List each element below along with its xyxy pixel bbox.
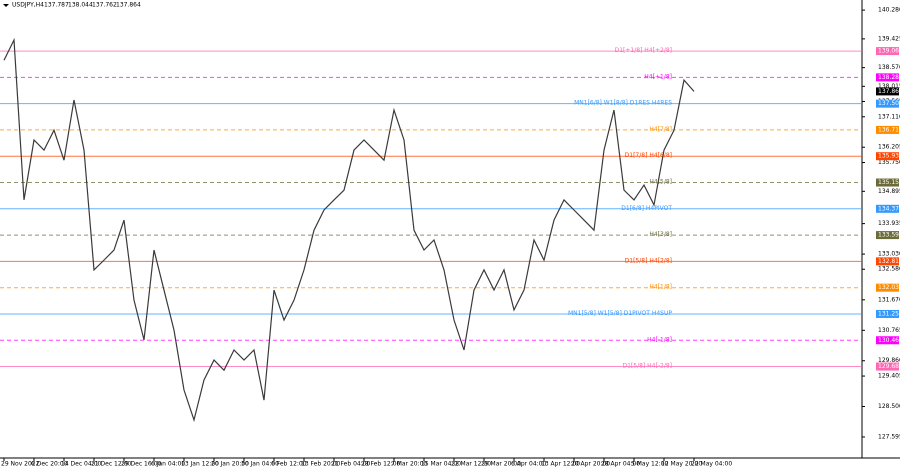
level-price-box <box>876 178 899 187</box>
y-tick-label: 133.030 <box>878 251 900 258</box>
level-label: H4[-1/8] <box>647 336 672 343</box>
x-tick-label: 5 May 12:00 <box>631 461 669 468</box>
level-label: H4[+1/8] <box>644 73 672 80</box>
level-label: D1[5/8] H4[-2/8] <box>622 363 672 370</box>
level-label: D1[6/8] H4PIVOT <box>621 205 672 212</box>
level-label: H4[1/8] <box>649 284 672 291</box>
level-price-label: 132.031 <box>878 284 900 291</box>
level-label: MN1[6/8] W1[8/8] D1RES H4RES <box>574 100 672 107</box>
ohlc-values: 137.787 138.044 137.762 137.864 <box>44 2 141 9</box>
level-price-label: 137.500 <box>878 100 900 107</box>
x-tick-label: 30 Jan 04:00 <box>241 461 279 468</box>
x-tick-label: 21 Dec 12:00 <box>91 461 132 468</box>
x-tick-label: 6 Feb 12:00 <box>271 461 307 468</box>
x-tick-label: 22 Mar 12:00 <box>451 461 491 468</box>
level-price-label: 135.156 <box>878 179 900 186</box>
level-label: H4[5/8] <box>649 179 672 186</box>
level-price-box <box>876 125 899 134</box>
ohlc-value: 138.044 <box>68 2 93 9</box>
y-tick-label: 138.015 <box>878 83 900 90</box>
x-tick-label: 29 Dec 16:00 <box>121 461 162 468</box>
x-tick-label: 6 Dec 20:00 <box>31 461 68 468</box>
y-tick-label: 136.205 <box>878 144 900 151</box>
y-tick-label: 128.500 <box>878 403 900 410</box>
x-tick-label: 13 Feb 20:00 <box>301 461 341 468</box>
x-tick-label: 28 Feb 12:00 <box>361 461 401 468</box>
x-tick-label: 20 Jan 20:00 <box>211 461 249 468</box>
level-label: H4[3/8] <box>649 231 672 238</box>
x-tick-label: 6 Jan 04:00 <box>151 461 185 468</box>
x-tick-label: 15 Mar 04:00 <box>421 461 461 468</box>
level-price-box <box>876 47 899 56</box>
y-tick-label: 130.765 <box>878 327 900 334</box>
level-price-label: 133.594 <box>878 232 900 239</box>
x-tick-label: 7 Mar 20:00 <box>391 461 427 468</box>
level-price-label: 134.375 <box>878 205 900 212</box>
y-tick-label: 140.280 <box>878 7 900 14</box>
chart-title: USDJPY,H4 <box>12 2 44 9</box>
level-price-label: 139.062 <box>878 48 900 55</box>
y-tick-label: 133.935 <box>878 220 900 227</box>
y-tick-label: 132.580 <box>878 266 900 273</box>
level-price-box <box>876 336 899 345</box>
level-price-label: 136.719 <box>878 126 900 133</box>
current-price-label: 137.864 <box>878 88 900 95</box>
y-tick-label: 129.405 <box>878 373 900 380</box>
level-price-box <box>876 73 899 82</box>
x-tick-label: 29 Mar 20:00 <box>481 461 521 468</box>
ohlc-value: 137.787 <box>44 2 69 9</box>
level-price-box <box>876 257 899 266</box>
x-tick-label: 13 Apr 12:00 <box>541 461 580 468</box>
level-price-box <box>876 204 899 213</box>
level-price-label: 132.813 <box>878 258 900 265</box>
x-tick-label: 28 Apr 04:00 <box>601 461 640 468</box>
level-label: D1[7/8] H4[6/8] <box>625 152 672 159</box>
x-tick-label: 6 Apr 04:00 <box>511 461 546 468</box>
y-tick-label: 129.860 <box>878 357 900 364</box>
x-tick-label: 29 Nov 2022 <box>1 461 40 468</box>
x-tick-label: 13 Jan 12:00 <box>181 461 219 468</box>
level-price-label: 131.250 <box>878 310 900 317</box>
level-label: D1[+1/8] H4[+2/8] <box>615 47 672 54</box>
level-price-box <box>876 152 899 161</box>
y-tick-label: 127.595 <box>878 433 900 440</box>
level-price-box <box>876 309 899 318</box>
level-price-box <box>876 362 899 371</box>
symbol-menu-icon[interactable] <box>3 4 9 7</box>
x-tick-label: 14 Dec 04:00 <box>61 461 102 468</box>
level-price-label: 135.938 <box>878 153 900 160</box>
level-price-label: 130.469 <box>878 337 900 344</box>
y-tick-label: 138.570 <box>878 64 900 71</box>
x-tick-label: 22 May 04:00 <box>691 461 732 468</box>
level-price-label: 129.688 <box>878 363 900 370</box>
ohlc-value: 137.762 <box>92 2 117 9</box>
level-label: D1[5/8] H4[2/8] <box>625 257 672 264</box>
x-tick-label: 20 Apr 20:00 <box>571 461 610 468</box>
y-tick-label: 139.425 <box>878 35 900 42</box>
y-tick-label: 135.750 <box>878 159 900 166</box>
price-line <box>3 37 695 423</box>
y-tick-label: 137.110 <box>878 113 900 120</box>
current-price-box <box>876 87 899 96</box>
x-tick-label: 12 May 20:00 <box>661 461 702 468</box>
ohlc-value: 137.864 <box>116 2 141 9</box>
y-tick-label: 131.670 <box>878 296 900 303</box>
level-price-box <box>876 283 899 292</box>
level-price-box <box>876 231 899 240</box>
level-price-label: 138.281 <box>878 74 900 81</box>
level-label: H4[7/8] <box>649 126 672 133</box>
x-tick-label: 21 Feb 04:00 <box>331 461 371 468</box>
level-label: MN1[5/8] W1[5/8] D1PIVOT H4SUP <box>568 310 672 317</box>
y-tick-label: 134.895 <box>878 188 900 195</box>
level-price-box <box>876 99 899 108</box>
